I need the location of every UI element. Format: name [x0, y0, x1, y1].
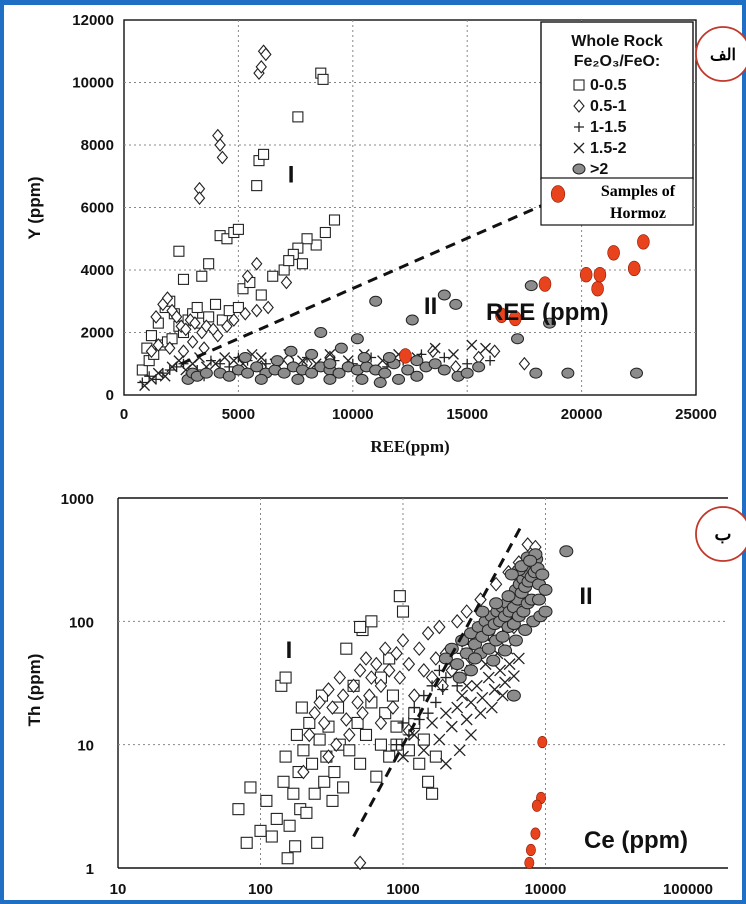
point-square: [375, 739, 386, 750]
x-tick-label: 10: [110, 881, 127, 898]
point-square: [355, 621, 366, 632]
point-circle: [496, 631, 509, 642]
point-square: [355, 758, 366, 769]
point-square: [241, 837, 252, 848]
point-square: [304, 717, 315, 728]
point-square: [284, 820, 295, 831]
point-circle: [539, 584, 552, 595]
point-square: [291, 729, 302, 740]
point-square: [327, 795, 338, 806]
inner-axis-label: Ce (ppm): [584, 827, 688, 854]
point-circle: [499, 645, 512, 656]
point-circle: [453, 672, 466, 683]
x-tick-label: 1000: [386, 881, 419, 898]
point-square: [266, 831, 277, 842]
point-circle: [507, 690, 520, 701]
point-hormoz: [532, 800, 541, 812]
point-square: [427, 788, 438, 799]
point-square: [233, 804, 244, 815]
point-hormoz: [538, 736, 547, 748]
point-circle: [532, 594, 545, 605]
point-square: [280, 672, 291, 683]
badge-label: ب: [715, 524, 732, 544]
point-circle: [487, 655, 500, 666]
point-square: [301, 807, 312, 818]
point-circle: [468, 653, 481, 664]
point-square: [329, 767, 340, 778]
point-square: [338, 782, 349, 793]
region-label-ii: II: [579, 583, 592, 610]
region-label-i: I: [286, 637, 293, 664]
y-tick-label: 10: [77, 738, 94, 755]
point-square: [255, 825, 266, 836]
point-circle: [560, 546, 573, 557]
point-square: [314, 734, 325, 745]
point-square: [288, 788, 299, 799]
y-tick-label: 1000: [61, 491, 94, 508]
point-circle: [509, 635, 522, 646]
y-tick-label: 1: [86, 861, 94, 878]
point-square: [423, 776, 434, 787]
point-circle: [524, 555, 537, 566]
point-square: [344, 745, 355, 756]
x-tick-label: 10000: [525, 881, 567, 898]
point-hormoz: [531, 828, 540, 840]
point-circle: [505, 569, 518, 580]
point-square: [394, 591, 405, 602]
y-tick-label: 100: [69, 614, 94, 631]
point-square: [398, 606, 409, 617]
point-square: [307, 758, 318, 769]
point-square: [371, 771, 382, 782]
point-square: [296, 702, 307, 713]
point-circle: [539, 606, 552, 617]
point-circle: [536, 569, 549, 580]
point-square: [271, 813, 282, 824]
point-square: [280, 751, 291, 762]
point-square: [312, 837, 323, 848]
point-circle: [451, 659, 464, 670]
point-square: [282, 853, 293, 864]
plot-area: [118, 498, 728, 868]
point-square: [418, 734, 429, 745]
point-square: [298, 745, 309, 756]
y-axis-label: Th (ppm): [25, 654, 44, 727]
point-square: [361, 729, 372, 740]
point-hormoz: [525, 857, 534, 869]
point-square: [341, 643, 352, 654]
point-square: [261, 795, 272, 806]
point-square: [430, 751, 441, 762]
point-circle: [464, 665, 477, 676]
point-hormoz: [526, 844, 535, 856]
x-tick-label: 100000: [663, 881, 713, 898]
point-square: [319, 776, 330, 787]
point-square: [414, 758, 425, 769]
point-square: [366, 616, 377, 627]
point-circle: [502, 591, 515, 602]
point-square: [290, 841, 301, 852]
point-square: [245, 782, 256, 793]
point-square: [387, 690, 398, 701]
point-square: [309, 788, 320, 799]
point-circle: [490, 598, 503, 609]
point-square: [278, 776, 289, 787]
x-tick-label: 100: [248, 881, 273, 898]
